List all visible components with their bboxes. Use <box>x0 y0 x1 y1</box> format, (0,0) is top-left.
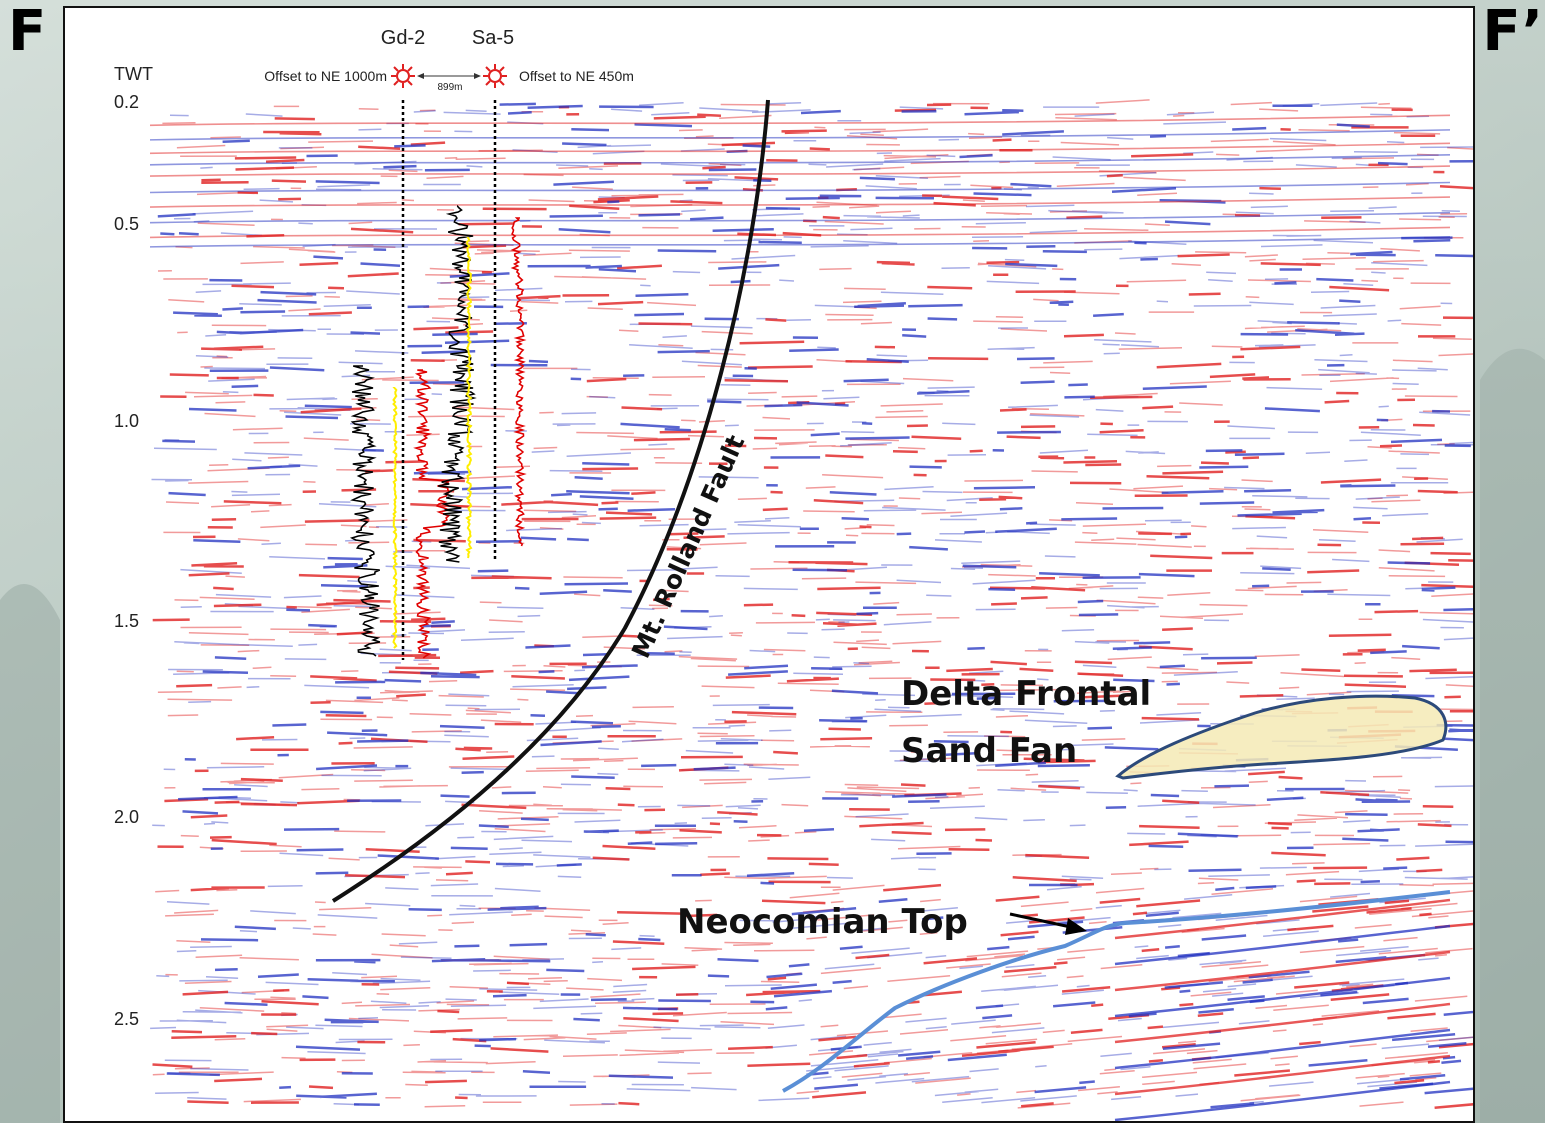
section-end-label: F’ <box>1482 0 1543 64</box>
well-gd2-symbol <box>391 64 415 88</box>
well-spacing-arrow-right <box>474 73 481 79</box>
well-logs <box>349 205 527 659</box>
well-gd2-name: Gd-2 <box>381 27 425 49</box>
horizon-arrow-head <box>1065 918 1087 935</box>
axis-tick-label: 2.5 <box>114 1009 139 1029</box>
well-sa5-symbol <box>483 64 507 88</box>
well-sa5-offset: Offset to NE 450m <box>519 68 634 84</box>
gd2-log-yellow <box>391 387 399 649</box>
seismic-panel: Gd-2 Sa-5 Offset to NE 1000m Offset to N… <box>63 6 1475 1123</box>
seismic-reflectors <box>149 99 1473 1121</box>
axis-ticks: 0.2 0.5 1.0 1.5 2.0 2.5 <box>114 92 139 1029</box>
axis-tick-label: 1.0 <box>114 411 139 431</box>
neocomian-top-horizon <box>782 890 1451 1093</box>
axis-tick-label: 1.5 <box>114 611 139 631</box>
horizon-label: Neocomian Top <box>677 902 968 942</box>
gd2-log-red <box>413 369 452 659</box>
sand-fan-body <box>1115 694 1448 780</box>
axis-tick-label: 0.2 <box>114 92 139 112</box>
axis-title: TWT <box>114 64 153 84</box>
axis-tick-label: 2.0 <box>114 807 139 827</box>
seismic-section-svg: Gd-2 Sa-5 Offset to NE 1000m Offset to N… <box>114 27 1473 1121</box>
sa5-log-yellow <box>465 237 473 559</box>
mt-rolland-fault-line <box>331 99 770 903</box>
gd2-log-black <box>349 365 381 657</box>
sa5-log-red <box>510 217 527 547</box>
fan-label-line2: Sand Fan <box>901 731 1077 771</box>
well-gd2-offset: Offset to NE 1000m <box>264 68 387 84</box>
well-sa5-name: Sa-5 <box>472 27 514 49</box>
section-start-label: F <box>8 0 47 64</box>
well-spacing-label: 899m <box>437 82 462 93</box>
fan-label-line1: Delta Frontal <box>901 674 1151 714</box>
axis-tick-label: 0.5 <box>114 214 139 234</box>
well-spacing-arrow-left <box>417 73 424 79</box>
